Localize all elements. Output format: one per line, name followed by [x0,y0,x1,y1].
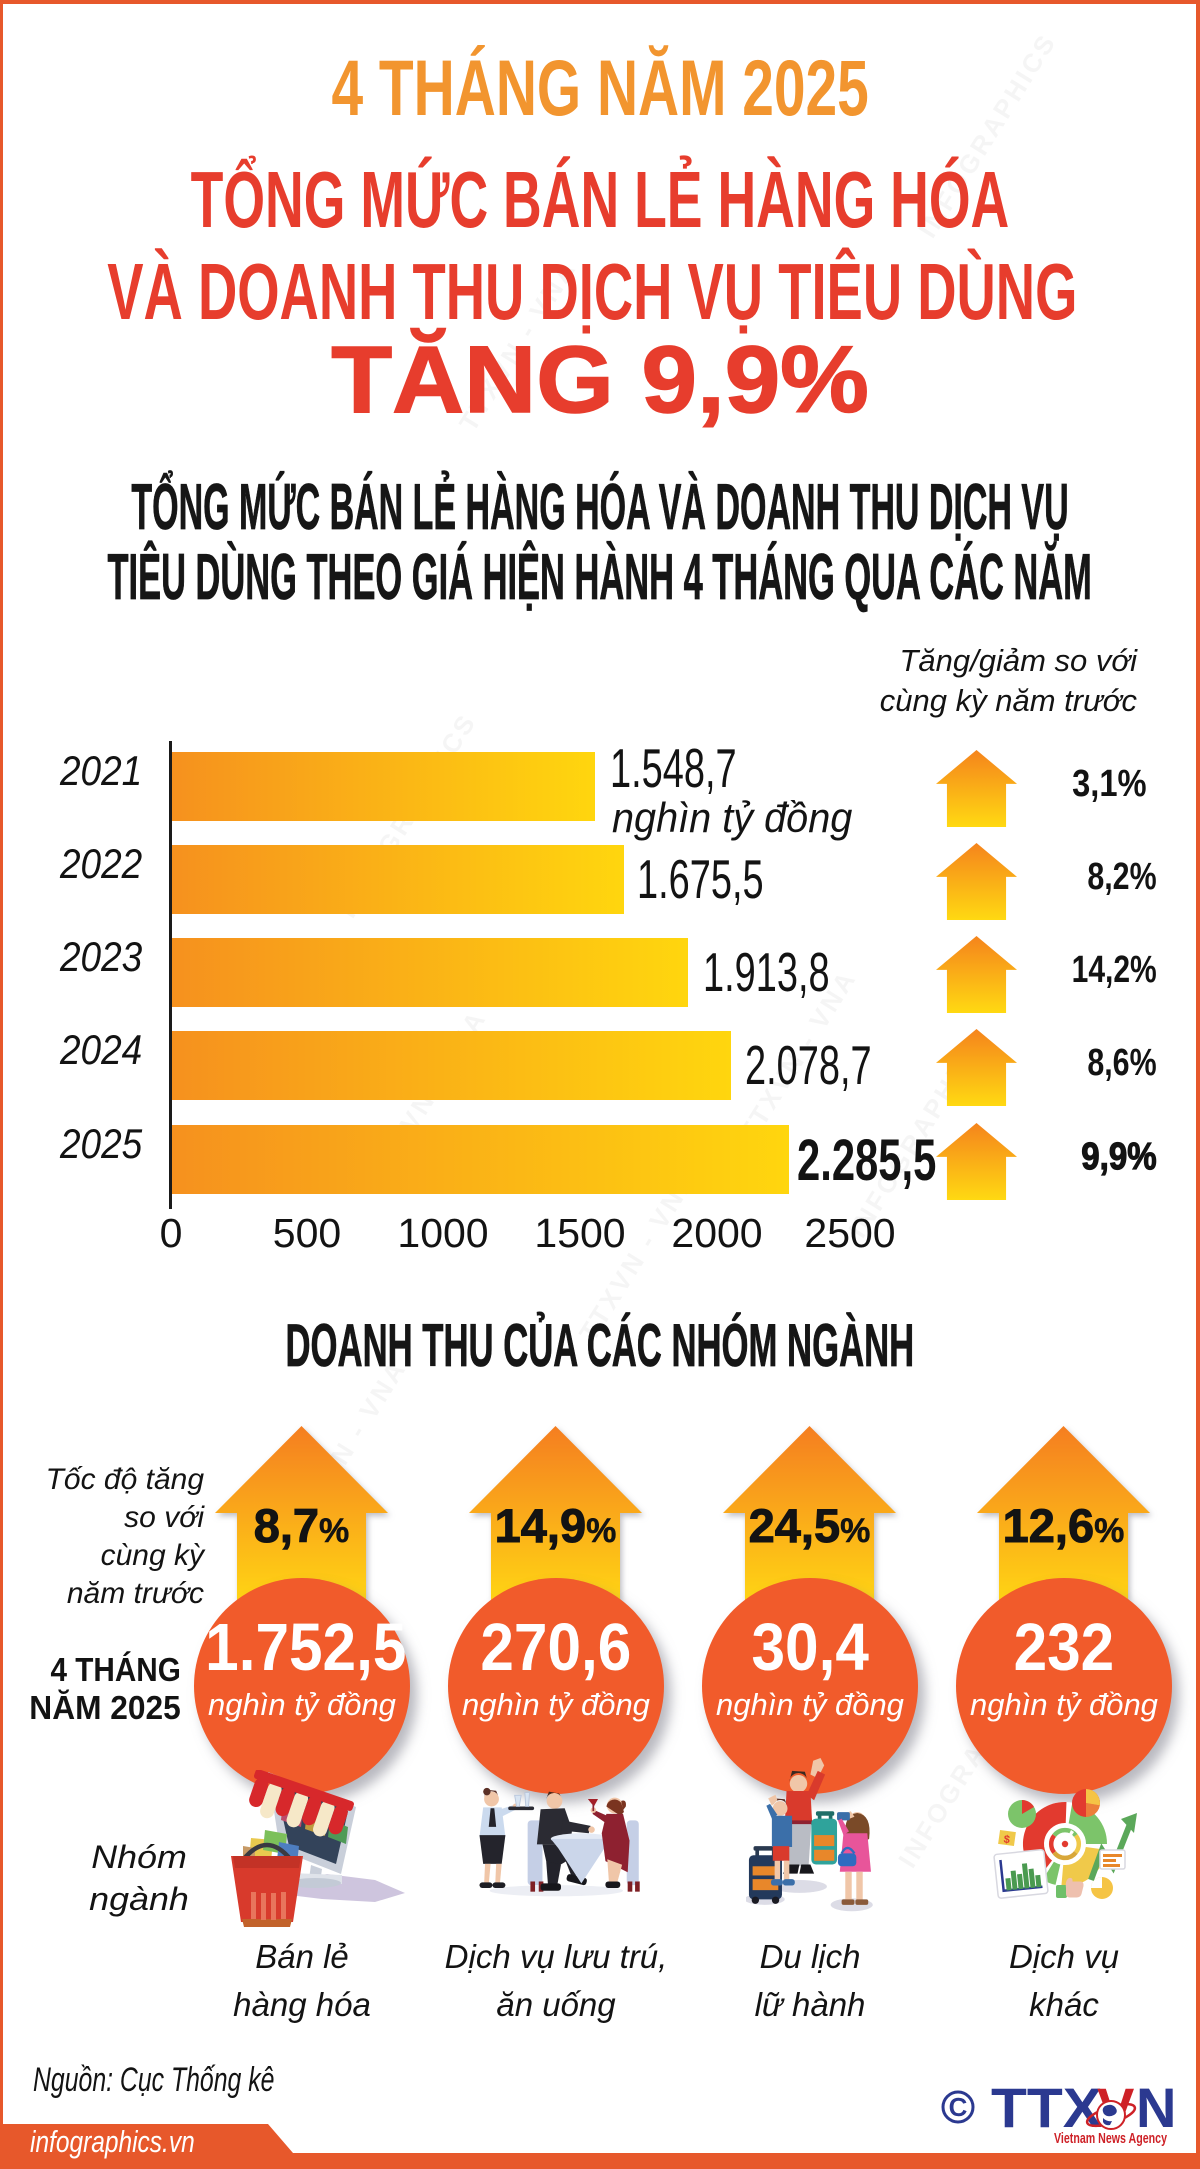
svg-text:Vietnam News Agency: Vietnam News Agency [1054,2130,1167,2147]
svg-text:$: $ [1003,1834,1011,1847]
svg-text:N: N [1136,2076,1175,2139]
svg-text:C: C [949,2092,968,2122]
svg-text:TTX: TTX [991,2076,1102,2139]
